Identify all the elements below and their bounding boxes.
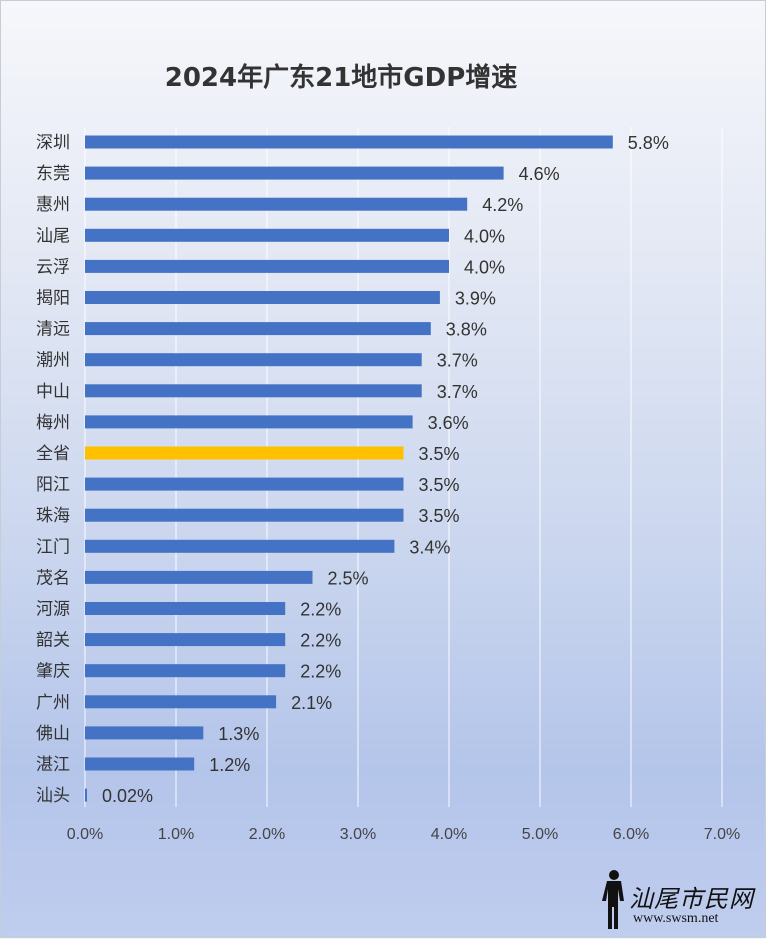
category-label: 湛江 bbox=[36, 755, 70, 775]
chart-title: 2024年广东21地市GDP增速 bbox=[164, 63, 518, 93]
bar bbox=[85, 633, 286, 647]
category-label: 珠海 bbox=[36, 506, 70, 526]
bar bbox=[85, 197, 468, 211]
bar-highlight bbox=[85, 446, 404, 460]
category-label: 梅州 bbox=[36, 413, 70, 433]
category-label: 韶关 bbox=[36, 631, 70, 651]
category-label: 阳江 bbox=[36, 475, 70, 495]
category-label: 佛山 bbox=[36, 724, 70, 744]
bar bbox=[85, 757, 195, 771]
data-label: 3.6% bbox=[428, 413, 469, 433]
data-label: 2.1% bbox=[291, 693, 332, 713]
bars bbox=[85, 135, 613, 802]
data-label: 5.8% bbox=[628, 133, 669, 153]
x-tick-label: 7.0% bbox=[704, 826, 740, 843]
data-label: 3.8% bbox=[446, 320, 487, 340]
bar bbox=[85, 415, 413, 429]
data-label: 3.5% bbox=[419, 444, 460, 464]
x-tick-label: 0.0% bbox=[67, 826, 103, 843]
bar bbox=[85, 228, 449, 242]
category-label: 潮州 bbox=[36, 351, 70, 371]
x-tick-label: 3.0% bbox=[340, 826, 376, 843]
x-tick-label: 6.0% bbox=[613, 826, 649, 843]
category-label: 中山 bbox=[36, 382, 70, 402]
category-label: 河源 bbox=[36, 600, 70, 620]
x-axis-ticks: 0.0% 1.0% 2.0% 3.0% 4.0% 5.0% 6.0% 7.0% bbox=[67, 826, 740, 843]
data-label: 4.6% bbox=[519, 164, 560, 184]
standing-figure-icon bbox=[602, 870, 624, 929]
data-label: 2.2% bbox=[300, 600, 341, 620]
data-label: 4.0% bbox=[464, 226, 505, 246]
category-label: 揭阳 bbox=[36, 289, 70, 309]
category-label: 清远 bbox=[36, 320, 70, 340]
category-label: 江门 bbox=[36, 537, 70, 557]
bar bbox=[85, 570, 313, 584]
bar bbox=[85, 602, 286, 615]
data-label: 0.02% bbox=[102, 786, 153, 806]
category-label: 全省 bbox=[36, 444, 70, 464]
data-label: 1.3% bbox=[218, 724, 259, 744]
data-label: 3.5% bbox=[419, 506, 460, 526]
data-label: 3.5% bbox=[419, 475, 460, 495]
bar bbox=[85, 695, 277, 709]
bar bbox=[85, 539, 395, 553]
data-label: 4.2% bbox=[482, 195, 523, 215]
bar bbox=[85, 477, 404, 491]
category-label: 汕头 bbox=[36, 786, 70, 806]
data-label: 2.5% bbox=[328, 568, 369, 588]
data-label: 2.2% bbox=[300, 631, 341, 651]
bar bbox=[85, 135, 613, 149]
category-label: 东莞 bbox=[36, 164, 70, 184]
category-label: 汕尾 bbox=[36, 226, 70, 246]
bar bbox=[85, 508, 404, 522]
category-label: 广州 bbox=[36, 693, 70, 713]
watermark-url: www.swsm.net bbox=[633, 911, 719, 926]
category-label: 茂名 bbox=[36, 568, 70, 588]
x-tick-label: 5.0% bbox=[522, 826, 558, 843]
data-label: 4.0% bbox=[464, 257, 505, 277]
data-label: 3.9% bbox=[455, 289, 496, 309]
watermark-text: 汕尾市民网 bbox=[629, 885, 754, 913]
data-label: 3.4% bbox=[409, 537, 450, 557]
x-tick-label: 2.0% bbox=[249, 826, 285, 843]
category-label: 云浮 bbox=[36, 257, 70, 277]
bar bbox=[85, 788, 87, 802]
bar bbox=[85, 291, 440, 304]
x-tick-label: 1.0% bbox=[158, 826, 194, 843]
x-tick-label: 4.0% bbox=[431, 826, 467, 843]
bar bbox=[85, 322, 431, 336]
category-label: 惠州 bbox=[36, 195, 70, 215]
bar bbox=[85, 353, 422, 367]
bar bbox=[85, 384, 422, 398]
category-label: 深圳 bbox=[36, 133, 70, 153]
data-label: 3.7% bbox=[437, 382, 478, 402]
data-label: 2.2% bbox=[300, 662, 341, 682]
data-label: 1.2% bbox=[209, 755, 250, 775]
watermark: 汕尾市民网 www.swsm.net bbox=[597, 869, 757, 933]
category-label: 肇庆 bbox=[36, 662, 70, 682]
category-labels: 深圳东莞惠州汕尾云浮揭阳清远潮州中山梅州全省阳江珠海江门茂名河源韶关肇庆广州佛山… bbox=[36, 133, 70, 806]
bar bbox=[85, 259, 449, 273]
value-labels: 5.8% 4.6% 4.2% 4.0% 4.0% 3.9% 3.8% 3.7% 3.7% 3.6%… bbox=[102, 133, 669, 806]
data-label: 3.7% bbox=[437, 351, 478, 371]
bar bbox=[85, 664, 286, 678]
bar bbox=[85, 166, 504, 180]
bar bbox=[85, 726, 204, 740]
